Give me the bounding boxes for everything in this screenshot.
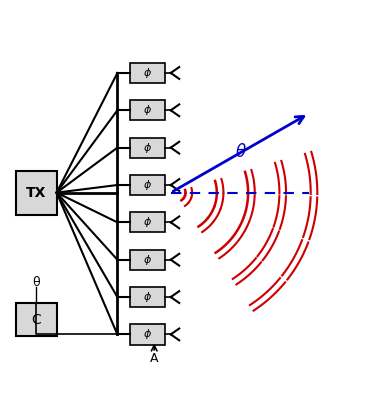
Text: $\phi$: $\phi$ (143, 253, 152, 267)
FancyBboxPatch shape (130, 212, 165, 232)
FancyBboxPatch shape (16, 170, 57, 215)
FancyBboxPatch shape (16, 303, 57, 336)
Text: $\phi$: $\phi$ (143, 141, 152, 155)
Text: $\phi$: $\phi$ (143, 178, 152, 192)
Text: $\phi$: $\phi$ (143, 66, 152, 80)
FancyBboxPatch shape (130, 100, 165, 120)
Text: $\theta$: $\theta$ (235, 143, 247, 161)
Text: $\phi$: $\phi$ (143, 103, 152, 117)
Text: C: C (32, 313, 41, 327)
FancyBboxPatch shape (130, 175, 165, 195)
FancyBboxPatch shape (130, 138, 165, 158)
Text: TX: TX (26, 186, 46, 200)
FancyBboxPatch shape (130, 250, 165, 270)
Text: $\phi$: $\phi$ (143, 290, 152, 304)
FancyBboxPatch shape (130, 287, 165, 307)
Text: θ: θ (33, 276, 40, 289)
Text: $\phi$: $\phi$ (143, 328, 152, 342)
Text: A: A (150, 352, 158, 365)
FancyBboxPatch shape (130, 324, 165, 344)
FancyBboxPatch shape (130, 63, 165, 83)
Text: $\phi$: $\phi$ (143, 215, 152, 229)
